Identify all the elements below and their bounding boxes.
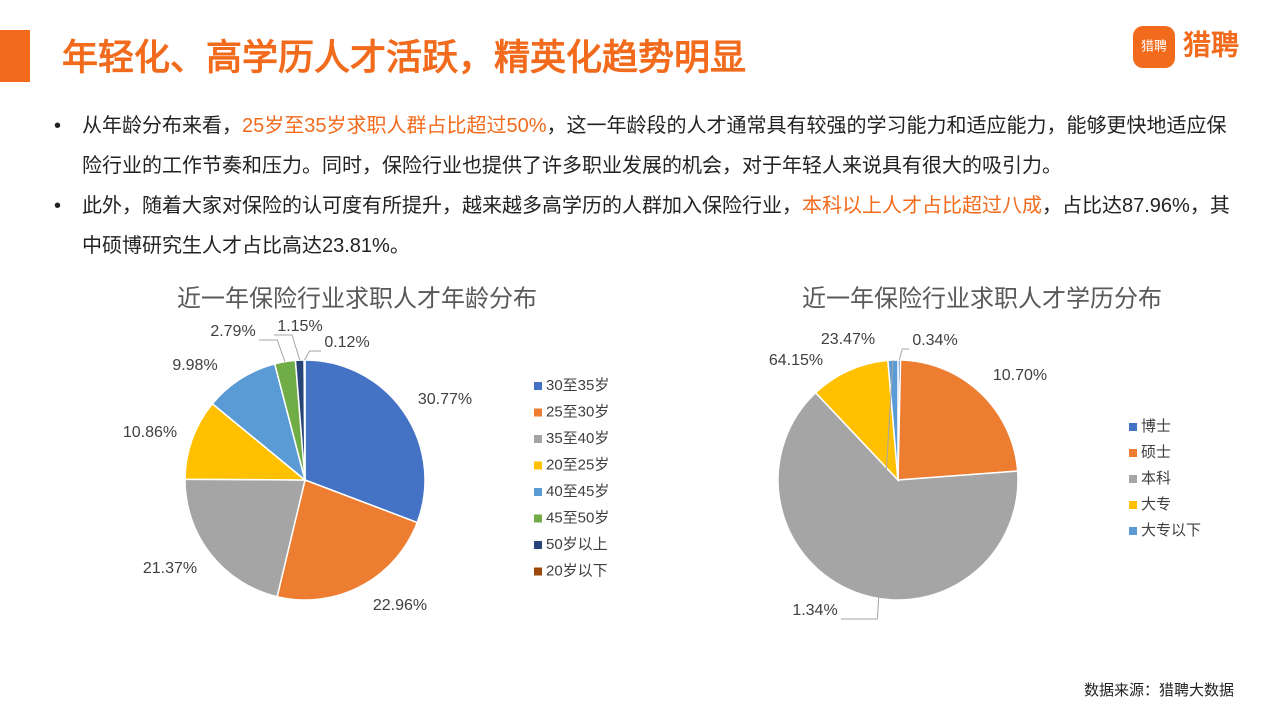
bullet-text: ，这一年龄段的人才通常具有较强的学习能力和适应能力，能够更快地适应保险行业的工作…	[82, 115, 1227, 177]
pie-slice	[303, 359, 306, 481]
legend-label: 25至30岁	[546, 403, 609, 420]
data-label: 23.47%	[821, 331, 875, 348]
legend-swatch	[534, 408, 542, 417]
bullet-text: 从年龄分布来看，	[82, 115, 242, 137]
legend-swatch	[534, 461, 542, 470]
legend-swatch	[534, 488, 542, 496]
bullet-text: ，占比达87.96%，其中硕博研究生人才占比高达23.81%。	[82, 195, 1230, 257]
legend-label: 大专	[1141, 496, 1171, 513]
data-label: 21.37%	[143, 560, 197, 577]
title-bar	[0, 30, 30, 82]
data-label: 9.98%	[172, 357, 217, 374]
legend-swatch	[1129, 449, 1137, 457]
legend-label: 35至40岁	[546, 430, 609, 447]
leader-line	[841, 360, 894, 620]
bullet: 从年龄分布来看，25岁至35岁求职人群占比超过50%，这一年龄段的人才通常具有较…	[50, 106, 1245, 186]
legend-swatch	[534, 382, 542, 390]
pie-slice	[887, 359, 899, 481]
legend-label: 博士	[1141, 418, 1171, 435]
legend-label: 50岁以上	[546, 536, 608, 553]
data-label: 0.12%	[324, 334, 369, 351]
data-label: 22.96%	[373, 597, 427, 614]
logo-icon	[1133, 26, 1175, 68]
logo-icon-text: 猎聘	[1141, 38, 1167, 53]
legend-swatch	[1129, 527, 1137, 535]
leader-line	[304, 350, 321, 361]
slide-title: 年轻化、高学历人才活跃，精英化趋势明显	[62, 37, 746, 78]
data-label: 64.15%	[769, 352, 823, 369]
legend-label: 大专以下	[1141, 522, 1201, 539]
highlight-text: 本科以上人才占比超过八成	[802, 195, 1042, 217]
pie-slice	[304, 359, 426, 524]
bullet-list: 从年龄分布来看，25岁至35岁求职人群占比超过50%，这一年龄段的人才通常具有较…	[50, 106, 1245, 266]
legend-swatch	[1129, 423, 1137, 431]
data-label: 10.70%	[993, 367, 1047, 384]
leader-line	[274, 334, 301, 361]
pie-slice	[276, 478, 419, 601]
logo-text: 猎聘	[1183, 29, 1239, 60]
data-label: 10.86%	[123, 424, 177, 441]
data-label: 30.77%	[418, 391, 472, 408]
legend-label: 45至50岁	[546, 509, 609, 526]
leader-line	[259, 339, 286, 362]
legend-label: 20至25岁	[546, 456, 609, 473]
legend-swatch	[534, 435, 542, 443]
legend-label: 30至35岁	[546, 377, 609, 394]
legend-swatch	[1129, 501, 1137, 509]
bullet: 此外，随着大家对保险的认可度有所提升，越来越多高学历的人群加入保险行业，本科以上…	[50, 186, 1245, 266]
chart-title: 近一年保险行业求职人才年龄分布	[177, 285, 537, 312]
pie-slice	[897, 359, 1019, 481]
pie-slice	[184, 478, 306, 598]
legend-swatch	[534, 514, 542, 523]
data-label: 2.79%	[210, 323, 255, 340]
pie-slice	[184, 402, 308, 481]
data-label: 1.15%	[277, 318, 322, 335]
legend-swatch	[1129, 475, 1137, 483]
chart-title: 近一年保险行业求职人才学历分布	[802, 285, 1162, 312]
data-label: 1.34%	[792, 602, 837, 619]
legend-label: 20岁以下	[546, 562, 608, 579]
leader-line	[898, 348, 909, 361]
legend-label: 硕士	[1141, 444, 1171, 461]
legend-swatch	[534, 541, 542, 549]
pie-slice	[814, 359, 899, 483]
legend-label: 40至45岁	[546, 483, 609, 500]
pie-slice	[777, 391, 1019, 601]
data-label: 0.34%	[912, 332, 957, 349]
bullet-text: 此外，随着大家对保险的认可度有所提升，越来越多高学历的人群加入保险行业，	[82, 195, 802, 217]
legend-swatch	[534, 567, 542, 576]
source-note: 数据来源：猎聘大数据	[1084, 682, 1234, 699]
legend-label: 本科	[1141, 470, 1171, 487]
highlight-text: 25岁至35岁求职人群占比超过50%	[242, 115, 547, 137]
